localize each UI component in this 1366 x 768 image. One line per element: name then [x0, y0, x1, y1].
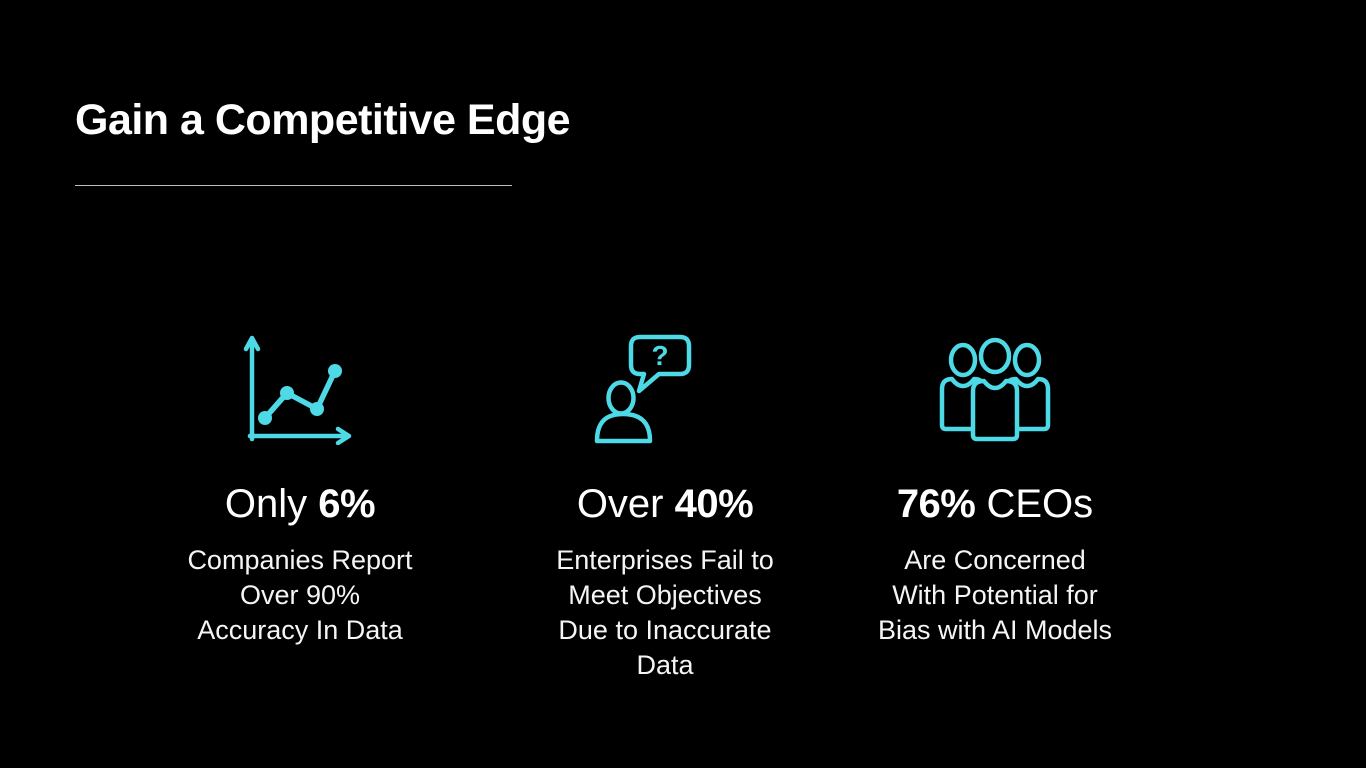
title-underline — [75, 185, 512, 186]
stat-value: 6% — [318, 482, 376, 526]
stat-prefix: Only — [224, 482, 319, 526]
stat-headline: Over 40% — [495, 482, 835, 526]
line-chart-icon-svg — [243, 335, 351, 445]
stat-card-enterprise-objectives: ? Over 40% Enterprises Fail to Meet Obje… — [495, 330, 835, 683]
stat-value: 40% — [674, 482, 754, 526]
stat-card-data-accuracy: Only 6% Companies Report Over 90% Accura… — [130, 330, 470, 648]
page-title: Gain a Competitive Edge — [75, 96, 571, 144]
person-question-icon-svg: ? — [594, 334, 692, 444]
stat-description: Enterprises Fail to Meet Objectives Due … — [556, 545, 774, 680]
stat-suffix: CEOs — [975, 482, 1094, 526]
stat-prefix: Over — [576, 482, 675, 526]
people-group-icon-svg — [939, 337, 1051, 442]
line-chart-icon — [130, 330, 470, 445]
stat-headline: 76% CEOs — [825, 482, 1165, 526]
stat-value: 76% — [896, 482, 976, 526]
stat-headline: Only 6% — [130, 482, 470, 526]
stat-card-ceo-bias: 76% CEOs Are Concerned With Potential fo… — [825, 330, 1165, 648]
people-group-icon — [825, 330, 1165, 445]
question-mark: ? — [651, 340, 668, 371]
stat-description: Are Concerned With Potential for Bias wi… — [877, 545, 1113, 645]
stat-description: Companies Report Over 90% Accuracy In Da… — [187, 545, 413, 645]
person-question-icon: ? — [473, 330, 813, 445]
